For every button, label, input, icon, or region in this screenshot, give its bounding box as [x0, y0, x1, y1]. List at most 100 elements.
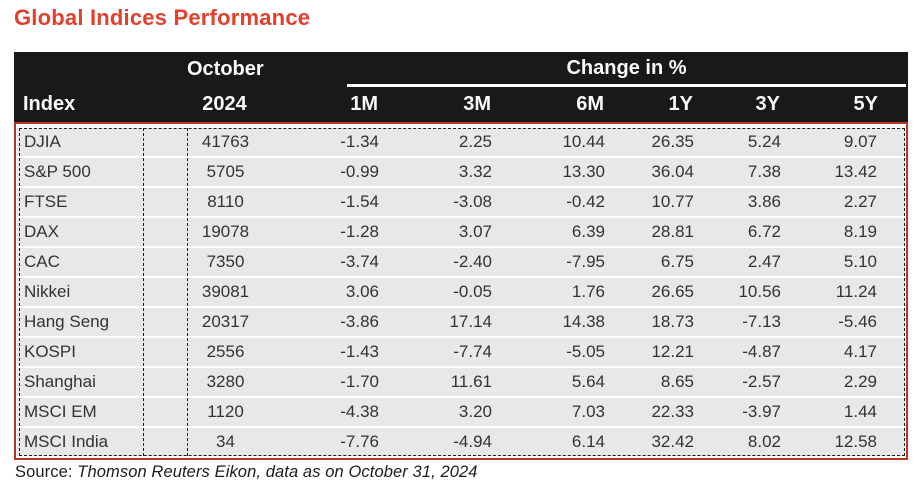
change-value-cell: -4.94: [453, 432, 492, 451]
october-value-cell: 34: [216, 432, 235, 451]
change-value-cell: -3.86: [340, 312, 379, 331]
change-value-cell: 2.27: [843, 192, 877, 211]
change-value-cell: 26.65: [651, 282, 694, 301]
index-name-cell: FTSE: [24, 192, 68, 211]
change-value-cell: -0.42: [566, 192, 605, 211]
table-row: KOSPI 2556 -1.43 -7.74 -5.05 12.21 -4.87 4.17: [17, 338, 905, 366]
change-value-cell: -7.74: [453, 342, 492, 361]
change-value-cell: -1.43: [340, 342, 379, 361]
change-value-cell: 3.86: [747, 192, 781, 211]
source-label: Source:: [15, 463, 73, 481]
change-value-cell: 8.02: [747, 432, 781, 451]
change-value-cell: 3.07: [458, 222, 492, 241]
october-value-cell: 2556: [206, 342, 245, 361]
change-value-cell: -5.46: [838, 312, 877, 331]
change-value-cell: 3.20: [458, 402, 492, 421]
change-value-cell: 6.72: [747, 222, 781, 241]
index-column-header: Index: [23, 93, 76, 115]
table-row: S&P 500 5705 -0.99 3.32 13.30 36.04 7.38 13.42: [17, 158, 905, 186]
change-value-cell: 4.17: [843, 342, 877, 361]
october-header-line2: 2024: [202, 93, 247, 115]
change-value-cell: -2.40: [453, 252, 492, 271]
table-row: MSCI EM 1120 -4.38 3.20 7.03 22.33 -3.97 1.44: [17, 398, 905, 426]
october-value-cell: 1120: [207, 402, 244, 421]
change-value-cell: 14.38: [562, 312, 605, 331]
october-value-cell: 7350: [206, 252, 245, 271]
index-name-cell: DAX: [24, 222, 59, 241]
table-row: Hang Seng 20317 -3.86 17.14 14.38 18.73 -7.13 -…: [17, 308, 905, 336]
page-title: Global Indices Performance: [14, 5, 311, 30]
change-value-cell: 17.14: [449, 312, 492, 331]
change-value-cell: 6.75: [660, 252, 694, 271]
index-name-cell: DJIA: [24, 132, 61, 151]
index-name-cell: KOSPI: [24, 342, 76, 361]
period-header-1y: 1Y: [668, 93, 693, 115]
change-value-cell: 36.04: [651, 162, 694, 181]
october-value-cell: 20317: [201, 312, 250, 331]
change-value-cell: -3.08: [453, 192, 492, 211]
change-value-cell: 5.10: [843, 252, 877, 271]
change-value-cell: -4.38: [340, 402, 379, 421]
change-value-cell: -7.13: [742, 312, 781, 331]
period-header-5y: 5Y: [853, 93, 878, 115]
change-value-cell: 3.06: [345, 282, 379, 301]
index-name-cell: MSCI EM: [24, 402, 97, 421]
index-name-cell: MSCI India: [24, 432, 109, 451]
change-value-cell: 10.77: [651, 192, 694, 211]
change-value-cell: 7.38: [747, 162, 781, 181]
change-value-cell: 11.24: [835, 282, 877, 301]
table-row: Shanghai 3280 -1.70 11.61 5.64 8.65 -2.57 2.29: [17, 368, 905, 396]
change-value-cell: 7.03: [571, 402, 605, 421]
indices-table: October Change in % Index 2024 1M 3M 6M …: [14, 52, 908, 460]
source-detail: Thomson Reuters Eikon, data as on Octobe…: [77, 463, 478, 481]
change-group-underline: [347, 84, 906, 87]
change-value-cell: 1.44: [843, 402, 877, 421]
change-value-cell: 13.30: [562, 162, 605, 181]
change-value-cell: 8.65: [660, 372, 694, 391]
change-value-cell: 8.19: [843, 222, 877, 241]
change-value-cell: 11.61: [450, 372, 492, 391]
change-value-cell: 6.14: [571, 432, 605, 451]
october-value-cell: 39081: [201, 282, 250, 301]
change-value-cell: 9.07: [843, 132, 877, 151]
change-value-cell: -3.97: [742, 402, 781, 421]
change-value-cell: -0.99: [340, 162, 379, 181]
october-value-cell: 5705: [206, 162, 245, 181]
change-value-cell: 32.42: [651, 432, 694, 451]
change-in-percent-label: Change in %: [566, 56, 687, 79]
change-value-cell: 6.39: [571, 222, 605, 241]
change-value-cell: 12.21: [651, 342, 694, 361]
change-value-cell: 5.24: [747, 132, 781, 151]
source-note: Source: Thomson Reuters Eikon, data as o…: [15, 463, 478, 482]
table-row: DJIA 41763 -1.34 2.25 10.44 26.35 5.24 9.07: [17, 128, 905, 156]
index-name-cell: CAC: [24, 252, 60, 271]
change-value-cell: 10.44: [562, 132, 605, 151]
change-value-cell: -1.70: [340, 372, 379, 391]
table-body: DJIA 41763 -1.34 2.25 10.44 26.35 5.24 9.07 S&P …: [14, 122, 908, 460]
change-value-cell: 1.76: [571, 282, 605, 301]
october-value-cell: 41763: [201, 132, 250, 151]
table-row: Nikkei 39081 3.06 -0.05 1.76 26.65 10.56 11.24: [17, 278, 905, 306]
change-value-cell: 12.58: [834, 432, 877, 451]
change-value-cell: -1.54: [340, 192, 379, 211]
change-value-cell: -1.28: [340, 222, 379, 241]
change-value-cell: 10.56: [738, 282, 781, 301]
change-value-cell: -2.57: [742, 372, 781, 391]
table-row: DAX 19078 -1.28 3.07 6.39 28.81 6.72 8.19: [17, 218, 905, 246]
change-value-cell: 28.81: [651, 222, 694, 241]
change-value-cell: -3.74: [340, 252, 379, 271]
october-value-cell: 3280: [206, 372, 245, 391]
change-value-cell: 5.64: [571, 372, 605, 391]
period-header-3y: 3Y: [755, 93, 780, 115]
change-value-cell: -4.87: [742, 342, 781, 361]
change-value-cell: -0.05: [453, 282, 492, 301]
index-name-cell: S&P 500: [24, 162, 91, 181]
change-value-cell: -5.05: [566, 342, 605, 361]
change-value-cell: -1.34: [340, 132, 379, 151]
index-name-cell: Hang Seng: [24, 312, 110, 331]
change-value-cell: 2.29: [843, 372, 877, 391]
change-value-cell: 26.35: [651, 132, 694, 151]
table-row: MSCI India 34 -7.76 -4.94 6.14 32.42 8.02 12.58: [17, 428, 905, 456]
table-row: CAC 7350 -3.74 -2.40 -7.95 6.75 2.47 5.10: [17, 248, 905, 276]
change-value-cell: 22.33: [651, 402, 694, 421]
